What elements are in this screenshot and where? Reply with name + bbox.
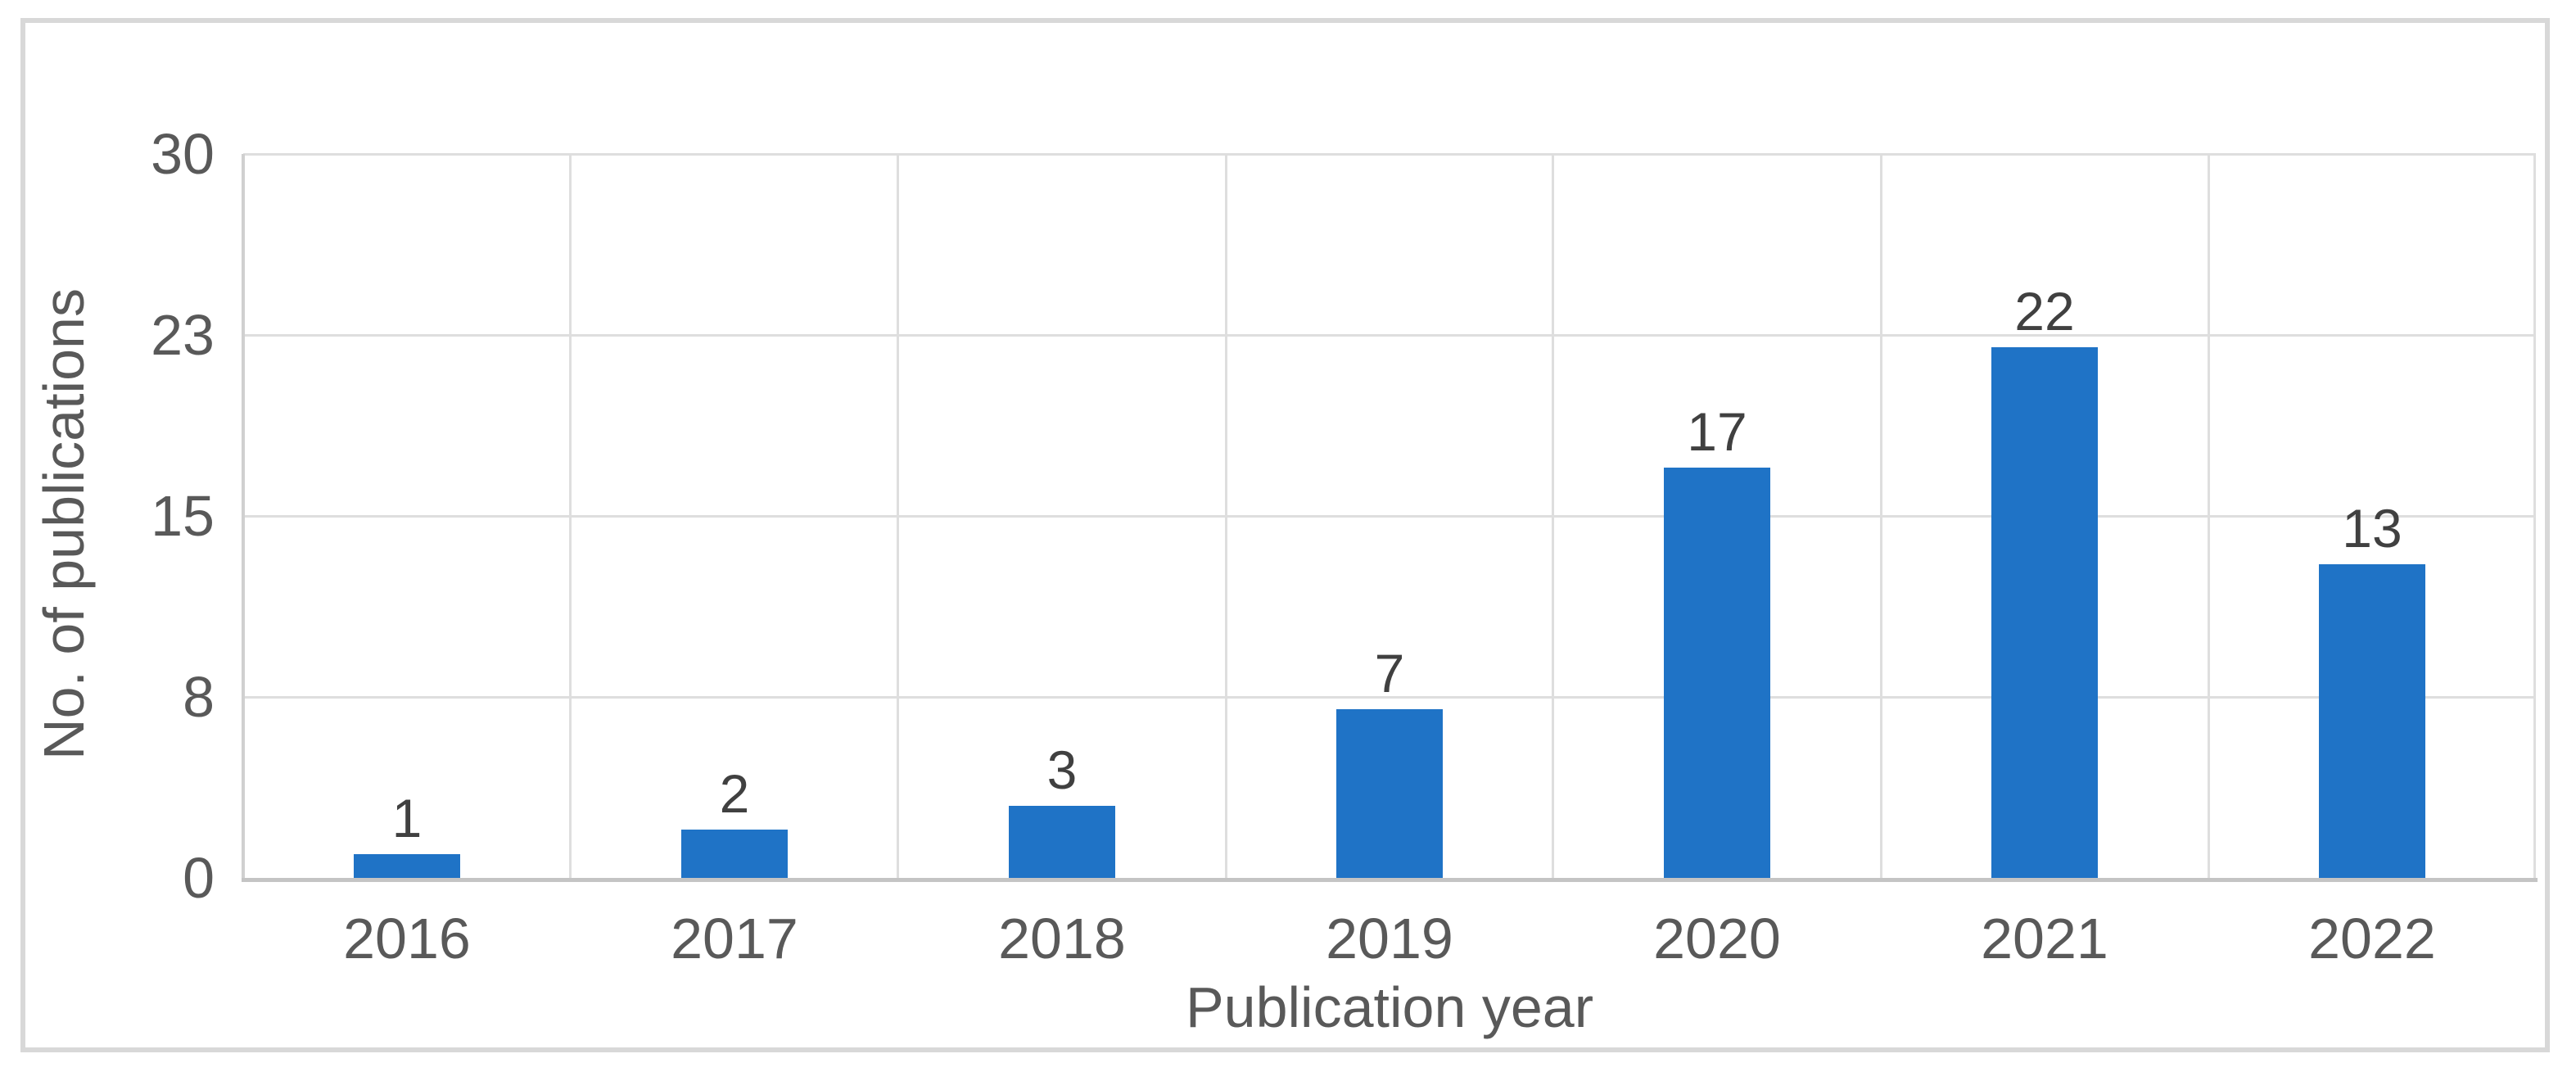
bar-2019	[1336, 708, 1443, 878]
gridline-vertical	[897, 154, 900, 878]
gridline-vertical	[1224, 154, 1227, 878]
y-axis-line	[242, 154, 245, 882]
bar-value-label: 1	[391, 787, 423, 848]
bar-2022	[2319, 563, 2425, 878]
bar-value-label: 22	[2014, 280, 2075, 341]
x-axis-line	[242, 878, 2538, 882]
bar-2016	[353, 853, 460, 878]
x-axis-tick-labels: 2016 2017 2018 2019 2020 2021 2022	[243, 906, 2536, 971]
bar-2021	[1991, 346, 2098, 878]
bar-2018	[1009, 805, 1115, 878]
gridline-vertical	[1552, 154, 1555, 878]
bar-value-label: 13	[2342, 497, 2402, 559]
bar-2017	[681, 830, 788, 878]
y-tick-label: 8	[183, 665, 215, 729]
x-tick-label: 2020	[1653, 907, 1781, 970]
bar-2020	[1664, 468, 1770, 878]
bar-value-label: 17	[1687, 401, 1747, 463]
plot-area: 1 2 3 7 17 22 13	[243, 152, 2536, 878]
gridline-vertical	[1879, 154, 1882, 878]
gridline-vertical	[569, 154, 572, 878]
x-tick-label: 2022	[2308, 907, 2436, 970]
y-tick-label: 0	[183, 846, 215, 910]
gridline-horizontal	[243, 514, 2536, 518]
gridline-horizontal	[243, 695, 2536, 699]
bar-value-label: 7	[1374, 642, 1405, 703]
x-tick-label: 2017	[671, 907, 798, 970]
x-tick-label: 2016	[343, 907, 471, 970]
x-axis-title: Publication year	[1185, 975, 1594, 1039]
x-tick-label: 2019	[1326, 907, 1453, 970]
gridline-horizontal	[243, 333, 2536, 337]
y-tick-label: 15	[151, 484, 215, 548]
y-axis-tick-labels: 0 8 15 23 30	[33, 122, 215, 910]
y-tick-label: 30	[151, 122, 215, 186]
x-tick-label: 2018	[998, 907, 1126, 970]
gridline-horizontal	[243, 152, 2536, 156]
y-tick-label: 23	[151, 303, 215, 367]
gridline-vertical	[2533, 154, 2536, 878]
bar-value-label: 3	[1046, 739, 1078, 800]
gridline-vertical	[2207, 154, 2210, 878]
x-tick-label: 2021	[1981, 907, 2108, 970]
bar-value-label: 2	[719, 763, 750, 825]
